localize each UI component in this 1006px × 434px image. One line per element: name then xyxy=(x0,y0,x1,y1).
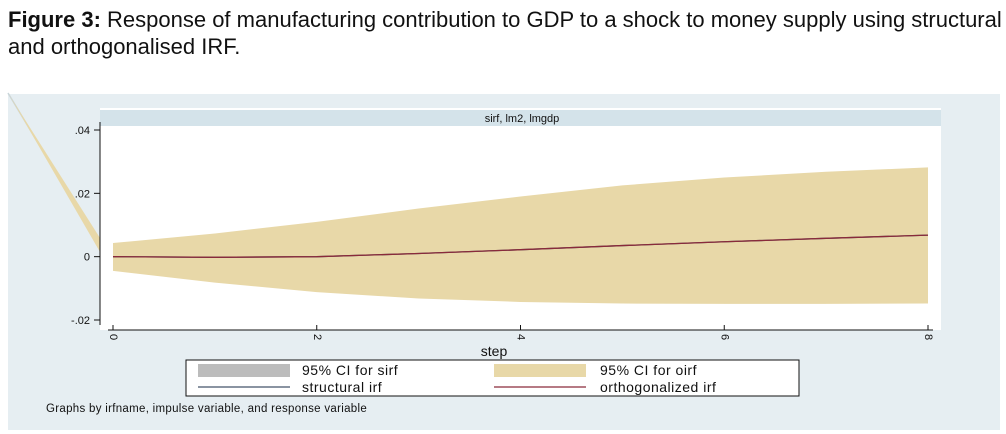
x-axis: 0 2 4 6 8 xyxy=(107,325,934,340)
x-tick-label-0: 0 xyxy=(107,334,119,340)
panel-title: sirf, lm2, lmgdp xyxy=(485,113,560,125)
legend-label-orthogonal: orthogonalized irf xyxy=(600,379,716,395)
x-tick-label-1: 2 xyxy=(311,334,323,340)
x-tick-label-3: 6 xyxy=(718,334,730,340)
y-tick-label-1: 0 xyxy=(84,252,90,264)
panel-title-bar xyxy=(100,110,941,126)
legend: 95% CI for sirf 95% CI for oirf structur… xyxy=(185,359,800,397)
y-tick-label-0: -.02 xyxy=(71,315,90,327)
legend-swatch-ci-oirf xyxy=(494,364,586,377)
ci-bands xyxy=(113,167,928,304)
figure-caption: Figure 3: Response of manufacturing cont… xyxy=(8,6,1003,60)
irf-lines xyxy=(112,234,929,258)
graph-note: Graphs by irfname, impulse variable, and… xyxy=(46,403,367,415)
legend-label-ci-sirf: 95% CI for sirf xyxy=(302,362,398,378)
y-tick-label-2: .02 xyxy=(75,188,90,200)
irf-line-3 xyxy=(112,234,929,258)
band-left-wedge xyxy=(8,93,100,252)
legend-swatch-ci-sirf xyxy=(198,364,290,377)
figure-caption-text: Response of manufacturing contribution t… xyxy=(8,7,1002,59)
legend-label-ci-oirf: 95% CI for oirf xyxy=(600,362,697,378)
x-tick-label-4: 8 xyxy=(922,334,934,340)
ci-band-0 xyxy=(113,167,928,304)
legend-label-structural: structural irf xyxy=(302,379,382,395)
x-axis-title: step xyxy=(481,343,508,359)
figure-label: Figure 3: xyxy=(8,7,101,32)
x-tick-label-2: 4 xyxy=(515,334,527,340)
y-tick-label-3: .04 xyxy=(75,125,90,137)
y-axis: -.02 0 .02 .04 xyxy=(71,122,101,327)
